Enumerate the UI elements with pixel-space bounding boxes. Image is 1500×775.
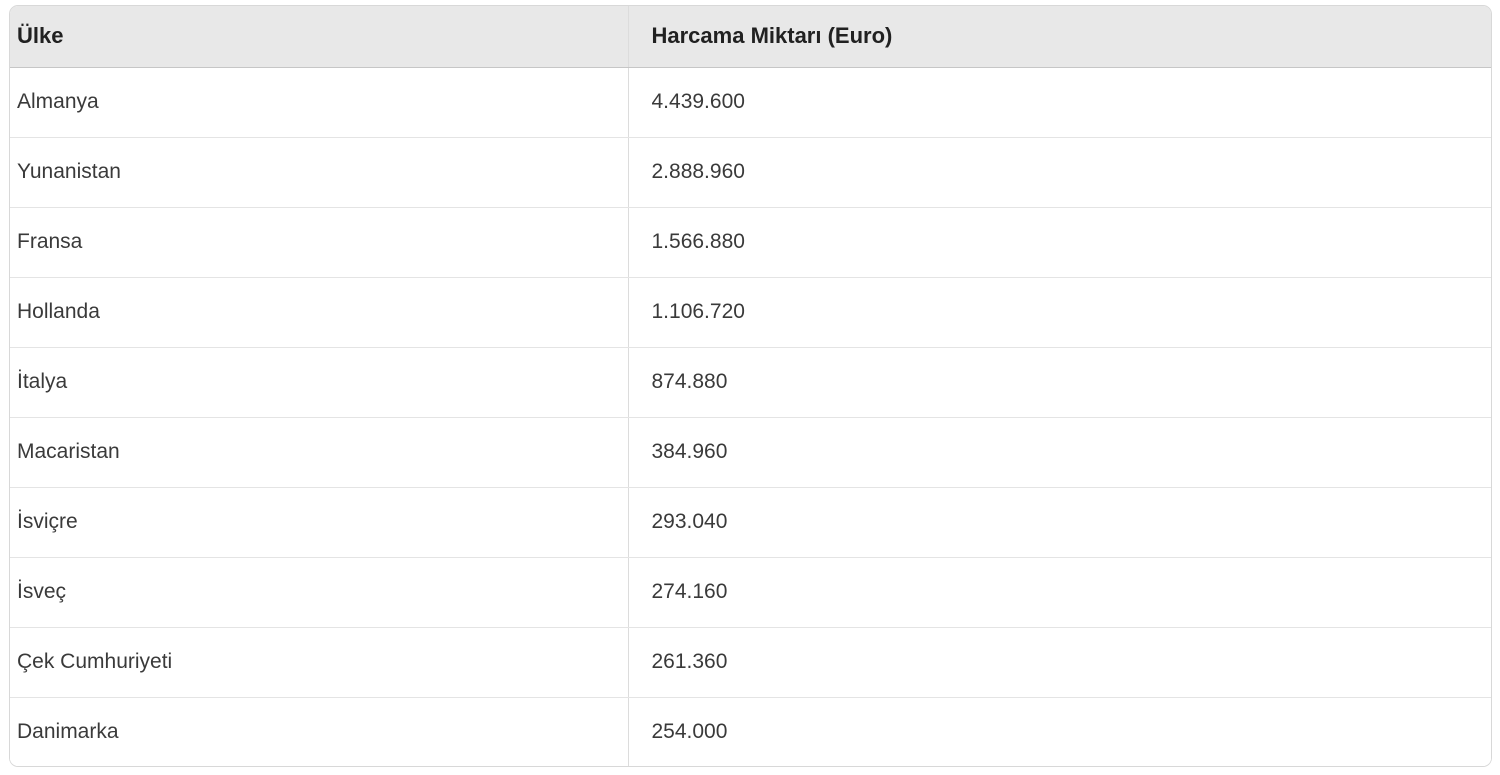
- table-row: Çek Cumhuriyeti 261.360: [10, 627, 1491, 698]
- table-row: Yunanistan 2.888.960: [10, 137, 1491, 208]
- country-cell: Macaristan: [10, 417, 629, 488]
- amount-cell: 2.888.960: [628, 137, 1491, 208]
- table-row: Danimarka 254.000: [10, 697, 1491, 766]
- table-row: İsveç 274.160: [10, 557, 1491, 628]
- country-cell: Fransa: [10, 207, 629, 278]
- amount-cell: 874.880: [628, 347, 1491, 418]
- country-cell: Almanya: [10, 67, 629, 138]
- country-spending-table: Ülke Harcama Miktarı (Euro) Almanya 4.43…: [10, 6, 1491, 766]
- country-cell: Hollanda: [10, 277, 629, 348]
- amount-cell: 384.960: [628, 417, 1491, 488]
- column-header-country: Ülke: [10, 6, 629, 68]
- country-cell: İsviçre: [10, 487, 629, 558]
- table-row: Macaristan 384.960: [10, 417, 1491, 488]
- amount-cell: 274.160: [628, 557, 1491, 628]
- spending-table: Ülke Harcama Miktarı (Euro) Almanya 4.43…: [9, 5, 1492, 767]
- table-row: Almanya 4.439.600: [10, 67, 1491, 138]
- amount-cell: 1.106.720: [628, 277, 1491, 348]
- table-row: İsviçre 293.040: [10, 487, 1491, 558]
- amount-cell: 293.040: [628, 487, 1491, 558]
- amount-cell: 1.566.880: [628, 207, 1491, 278]
- table-row: İtalya 874.880: [10, 347, 1491, 418]
- column-header-amount: Harcama Miktarı (Euro): [628, 6, 1491, 68]
- country-cell: Yunanistan: [10, 137, 629, 208]
- country-cell: Danimarka: [10, 697, 629, 766]
- country-cell: İtalya: [10, 347, 629, 418]
- country-cell: İsveç: [10, 557, 629, 628]
- table-header-row: Ülke Harcama Miktarı (Euro): [10, 6, 1491, 68]
- amount-cell: 4.439.600: [628, 67, 1491, 138]
- amount-cell: 261.360: [628, 627, 1491, 698]
- country-cell: Çek Cumhuriyeti: [10, 627, 629, 698]
- amount-cell: 254.000: [628, 697, 1491, 766]
- table-row: Fransa 1.566.880: [10, 207, 1491, 278]
- table-row: Hollanda 1.106.720: [10, 277, 1491, 348]
